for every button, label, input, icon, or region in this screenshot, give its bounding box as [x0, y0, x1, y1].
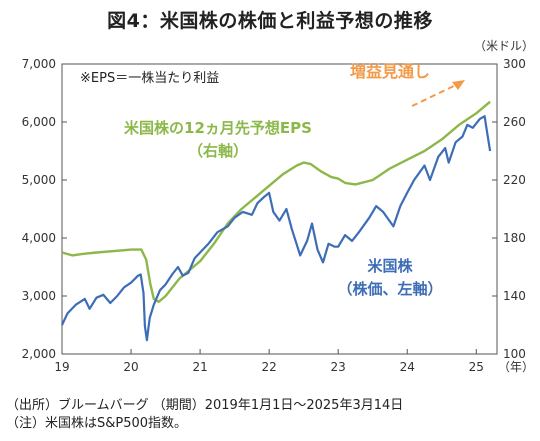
left-tick-label: 4,000: [22, 231, 56, 245]
right-tick-label: 300: [503, 57, 526, 71]
right-tick-label: 140: [503, 289, 526, 303]
tick-labels: 2,000 3,000 4,000 5,000 6,000 7,000 100 140 180 2…: [22, 39, 534, 374]
eps-series-label: 米国株の12ヵ月先予想EPS: [124, 119, 312, 137]
annotations: ※EPS＝一株当たり利益 米国株の12ヵ月先予想EPS （右軸） 米国株 （株価…: [80, 62, 465, 298]
chart: 2,000 3,000 4,000 5,000 6,000 7,000 100 140 180 2…: [22, 39, 534, 374]
chart-title: 図4：米国株の株価と利益予想の推移: [107, 10, 433, 32]
series-note: （注）米国株はS&P500指数。: [6, 416, 188, 431]
right-axis-unit: （米ドル）: [474, 39, 534, 53]
x-tick-label: 24: [400, 360, 415, 374]
x-tick-label: 22: [262, 360, 277, 374]
right-tick-label: 100: [503, 347, 526, 361]
eps-forecast-line: [61, 100, 491, 303]
stock-price-line: [61, 115, 492, 342]
left-tick-label: 2,000: [22, 347, 56, 361]
left-tick-label: 3,000: [22, 289, 56, 303]
eps-definition-note: ※EPS＝一株当たり利益: [80, 71, 219, 86]
stock-series-axis-label: （株価、左軸）: [337, 280, 442, 298]
left-tick-label: 5,000: [22, 173, 56, 187]
eps-series-axis-label: （右軸）: [188, 142, 248, 160]
right-tick-label: 260: [503, 115, 526, 129]
stock-series-label: 米国株: [367, 257, 413, 275]
x-tick-label: 21: [192, 360, 207, 374]
x-tick-label: 19: [54, 360, 69, 374]
left-tick-label: 7,000: [22, 57, 56, 71]
x-tick-label: 25: [469, 360, 484, 374]
source-note: （出所）ブルームバーグ （期間）2019年1月1日～2025年3月14日: [6, 398, 404, 413]
right-tick-label: 220: [503, 173, 526, 187]
right-tick-label: 180: [503, 231, 526, 245]
trend-arrow: [411, 83, 459, 107]
x-tick-label: 23: [331, 360, 346, 374]
footer: （出所）ブルームバーグ （期間）2019年1月1日～2025年3月14日 （注）…: [6, 397, 403, 433]
axes: [61, 63, 498, 355]
left-tick-label: 6,000: [22, 115, 56, 129]
trend-label: 増益見通し: [350, 62, 430, 81]
x-tick-label: 20: [123, 360, 138, 374]
plot-frame: [61, 63, 498, 355]
trend-arrow-head: [452, 80, 465, 90]
series-lines: [61, 100, 492, 342]
x-axis-unit: （年）: [498, 360, 534, 374]
